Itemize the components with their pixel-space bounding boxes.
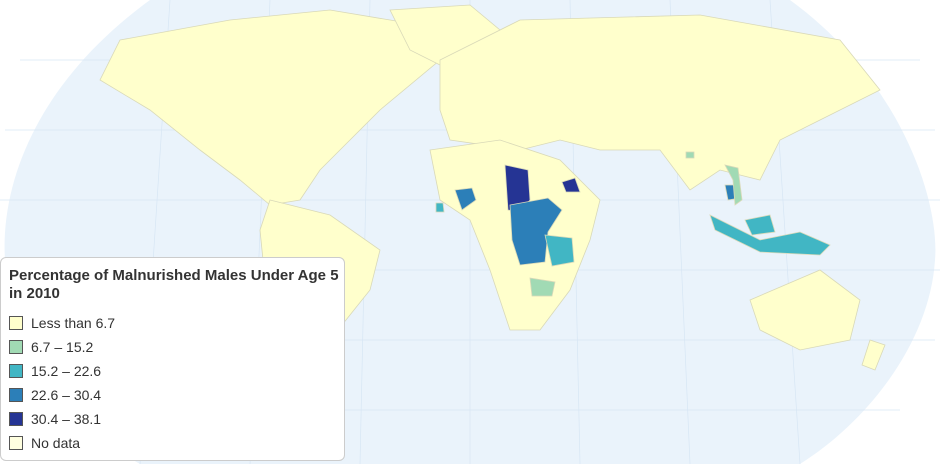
legend-item: Less than 6.7 — [9, 311, 336, 335]
legend-swatch — [9, 388, 23, 402]
legend-items: Less than 6.7 6.7 – 15.2 15.2 – 22.6 22.6 –… — [9, 311, 336, 455]
legend-item: 22.6 – 30.4 — [9, 383, 336, 407]
legend-swatch — [9, 340, 23, 354]
legend-swatch — [9, 316, 23, 330]
legend-item: 15.2 – 22.6 — [9, 359, 336, 383]
legend-label: 22.6 – 30.4 — [31, 387, 102, 403]
legend-swatch — [9, 436, 23, 450]
legend-swatch — [9, 412, 23, 426]
legend-label: 30.4 – 38.1 — [31, 411, 102, 427]
legend-label: Less than 6.7 — [31, 315, 116, 331]
legend-item: 6.7 – 15.2 — [9, 335, 336, 359]
legend: Percentage of Malnurished Males Under Ag… — [0, 257, 345, 461]
legend-label: 15.2 – 22.6 — [31, 363, 102, 379]
legend-item: 30.4 – 38.1 — [9, 407, 336, 431]
classed-regions — [435, 151, 831, 297]
legend-swatch — [9, 364, 23, 378]
legend-label: No data — [31, 435, 81, 451]
legend-item: No data — [9, 431, 336, 455]
legend-title: Percentage of Malnurished Males Under Ag… — [9, 267, 339, 302]
legend-label: 6.7 – 15.2 — [31, 339, 94, 355]
